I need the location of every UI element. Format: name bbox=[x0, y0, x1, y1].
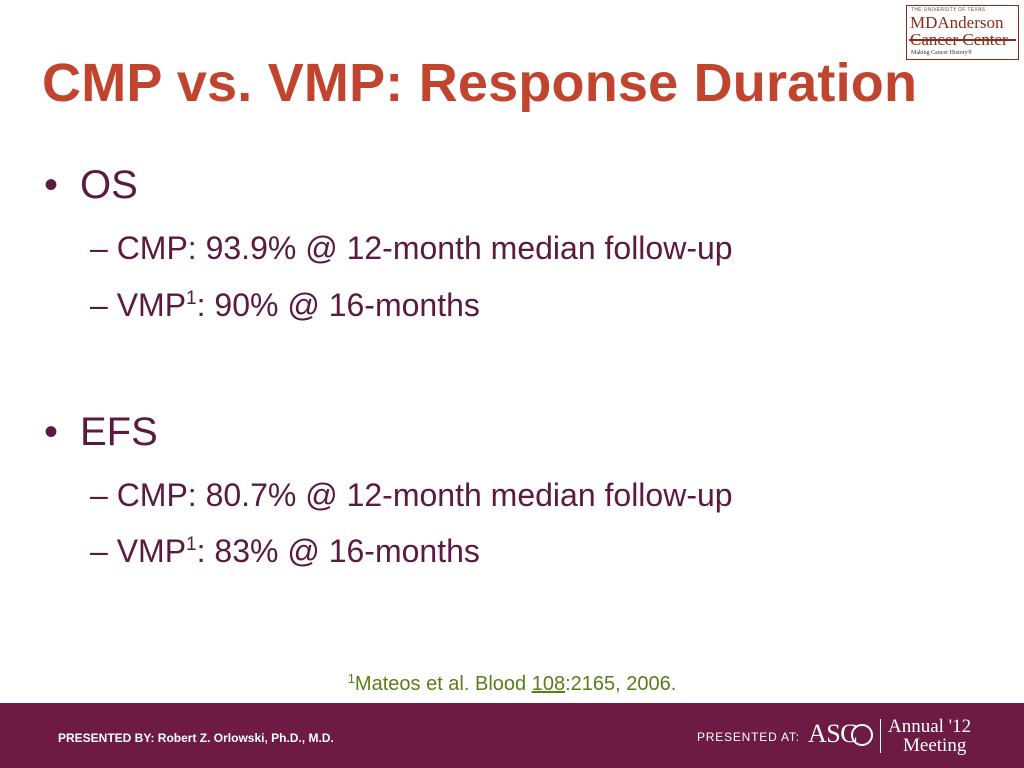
presented-at-label: PRESENTED AT: bbox=[697, 730, 800, 744]
logo-line1: MDAnderson bbox=[910, 13, 1004, 32]
annual-meeting-label: Annual '12 bbox=[888, 716, 972, 737]
logo-small-text: THE UNIVERSITY OF TEXAS bbox=[911, 7, 986, 13]
asco-logo-text: ASC bbox=[808, 719, 858, 748]
footnote: 1Mateos et al. Blood 108:2165, 2006. bbox=[0, 671, 1024, 696]
sub-item-text: – VMP bbox=[90, 287, 187, 323]
slide-title: CMP vs. VMP: Response Duration bbox=[42, 53, 918, 113]
asco-logo-mark-icon bbox=[851, 724, 873, 746]
sub-item: – CMP: 93.9% @ 12-month median follow-up bbox=[90, 230, 733, 267]
logo-tagline: Making Cancer History® bbox=[911, 50, 973, 56]
footnote-text: Mateos et al. Blood bbox=[354, 673, 532, 695]
logo-rule bbox=[909, 39, 1016, 41]
superscript: 1 bbox=[186, 534, 197, 555]
sub-item: – CMP: 80.7% @ 12-month median follow-up bbox=[90, 477, 733, 514]
sub-item-text: – CMP: 80.7% @ 12-month median follow-up bbox=[90, 477, 733, 513]
bullet-dot: • bbox=[44, 410, 59, 454]
superscript: 1 bbox=[186, 288, 197, 309]
footer-bar: PRESENTED BY: Robert Z. Orlowski, Ph.D.,… bbox=[0, 703, 1024, 768]
bullet-os: • OS bbox=[44, 163, 138, 208]
sub-item-text: – VMP bbox=[90, 533, 187, 569]
bullet-label: OS bbox=[80, 163, 138, 207]
sub-item-text: : 90% @ 16-months bbox=[196, 287, 480, 323]
meeting-label: Meeting bbox=[903, 735, 967, 756]
footnote-volume: 108 bbox=[531, 673, 566, 695]
footnote-marker: 1 bbox=[347, 671, 355, 686]
sub-item-text: : 83% @ 16-months bbox=[196, 533, 480, 569]
sub-item: – VMP1: 90% @ 16-months bbox=[90, 287, 480, 324]
mdanderson-logo: THE UNIVERSITY OF TEXAS MDAnderson Cance… bbox=[906, 5, 1019, 60]
footer-divider bbox=[880, 719, 881, 753]
bullet-label: EFS bbox=[80, 410, 158, 454]
presented-by: PRESENTED BY: Robert Z. Orlowski, Ph.D.,… bbox=[58, 731, 334, 745]
sub-item: – VMP1: 83% @ 16-months bbox=[90, 533, 480, 570]
sub-item-text: – CMP: 93.9% @ 12-month median follow-up bbox=[90, 230, 733, 266]
bullet-efs: • EFS bbox=[44, 410, 158, 455]
bullet-dot: • bbox=[44, 163, 59, 207]
footnote-text: :2165, 2006. bbox=[565, 673, 677, 695]
